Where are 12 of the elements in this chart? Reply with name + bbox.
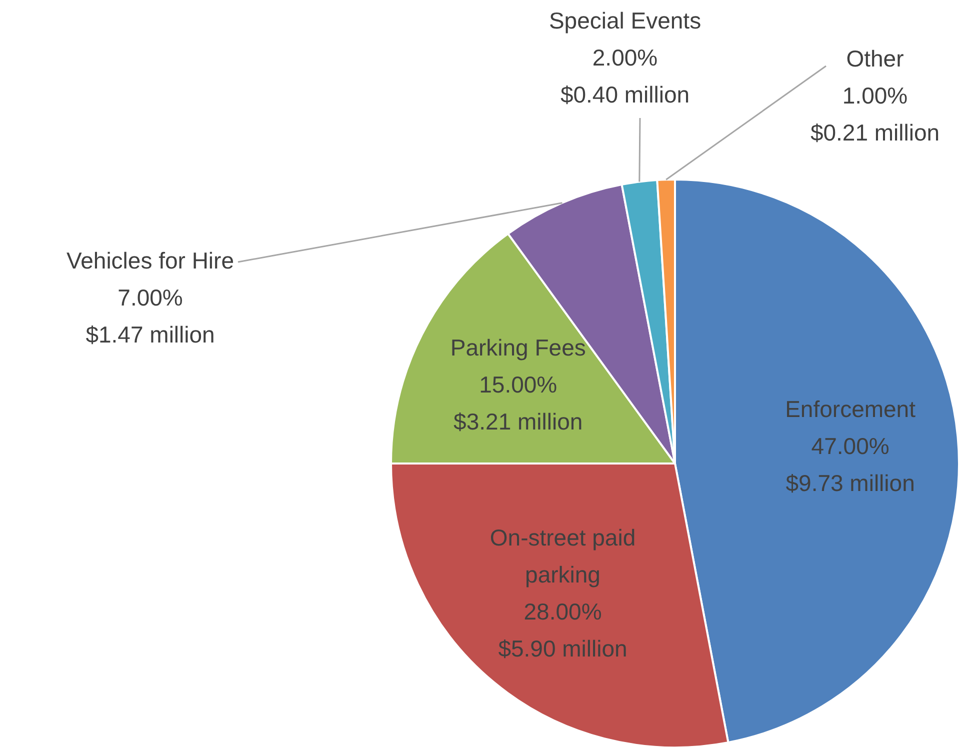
data-label: 47.00% $9.73 million [786,432,915,496]
slice-label: Parking Fees [450,334,586,360]
data-label: 1.00% $0.21 million [810,82,940,146]
data-label: 7.00% $1.47 million [86,284,215,348]
slice-label: Special Events [548,7,702,34]
slice-label: Other [846,45,904,72]
data-label: 2.00% $0.40 million [560,44,690,108]
slice-label: On-street paid parking [490,524,636,588]
slice-label: Enforcement [785,396,916,422]
slice-label: Vehicles for Hire [66,247,234,274]
data-label: 28.00% $5.90 million [498,598,628,662]
data-label: 15.00% $3.21 million [454,371,583,434]
